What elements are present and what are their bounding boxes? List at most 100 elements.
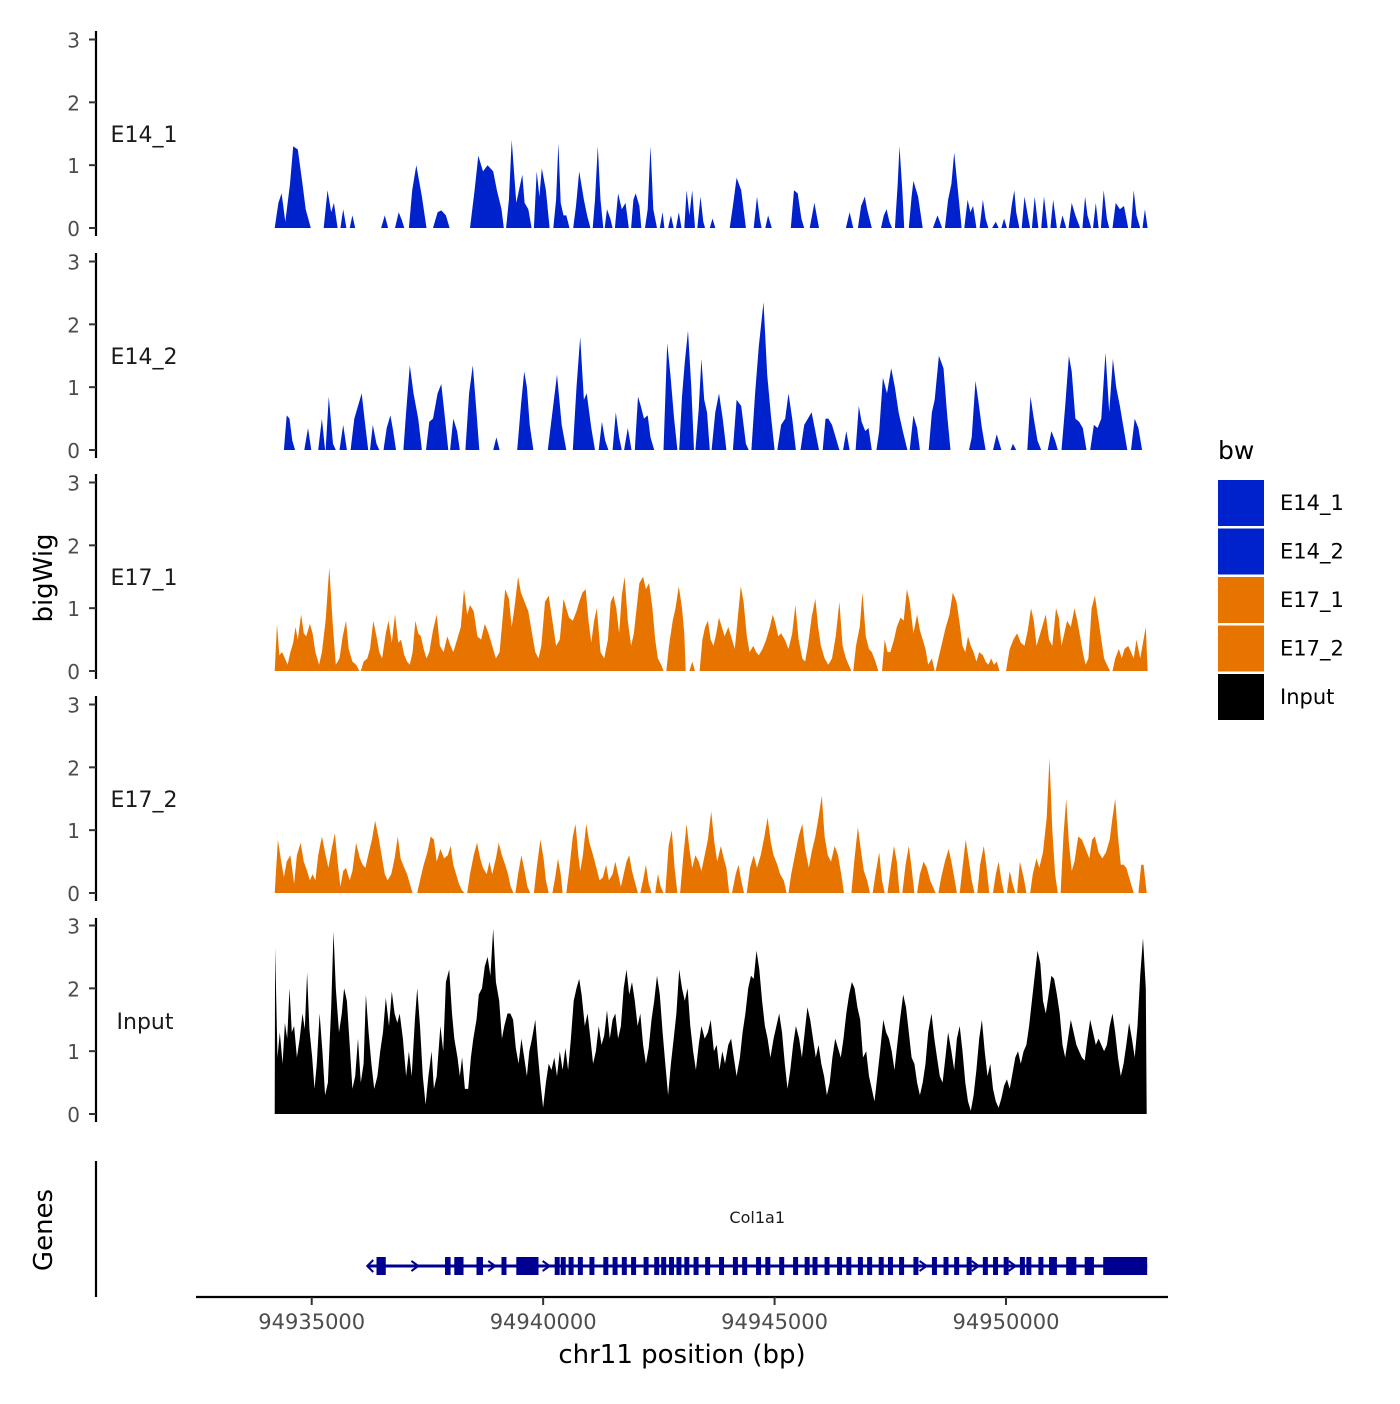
gene-exon [676,1257,682,1275]
x-tick-label: 94950000 [953,1310,1060,1334]
y-tick-label: 3 [67,251,80,275]
gene-exon [913,1257,919,1275]
gene-exon [824,1257,830,1275]
y-tick-label: 2 [67,313,80,337]
signal-area-e14-2 [283,302,1143,450]
gene-exon [1003,1257,1009,1275]
gene-exon [693,1257,699,1275]
track-e14-2: 0 1 2 3 E14_2 [67,251,1143,463]
gene-exon [846,1257,852,1275]
gene-exon [931,1257,937,1275]
gene-exon [1038,1257,1044,1275]
x-tick-label: 94935000 [258,1310,365,1334]
gene-exon [1103,1257,1148,1275]
track-label: Input [117,1010,174,1035]
gene-exon [812,1257,818,1275]
gene-exon [454,1257,464,1275]
gene-exon [654,1257,660,1275]
x-tick-label: 94945000 [721,1310,828,1334]
signal-area-e14-1 [274,140,1148,228]
legend-swatch-e14-1 [1218,480,1264,526]
gene-exon [837,1257,843,1275]
gene-exon [793,1257,799,1275]
gene-exon [516,1257,539,1275]
y-tick-label: 0 [67,882,80,906]
gene-strand-arrows [365,1259,1018,1273]
gene-exon [867,1257,873,1275]
legend-swatch-e14-2 [1218,528,1264,575]
gene-exon [554,1257,560,1275]
gene-exon [669,1257,675,1275]
gene-exon [1084,1257,1094,1275]
legend-label-e14-1: E14_1 [1280,491,1344,516]
gene-exon [719,1257,725,1275]
gene-exon [1019,1257,1025,1275]
strand-arrow [365,1259,374,1273]
gene-exon [982,1257,988,1275]
signal-area-e17-1 [274,567,1148,671]
gene-exon [589,1257,595,1275]
track-label: E17_1 [111,566,178,591]
track-e17-2: 0 1 2 3 E17_2 [67,694,1147,906]
strand-arrow [410,1260,421,1272]
y-tick-label: 3 [67,472,80,496]
track-label: E14_2 [111,345,178,370]
x-tick-label: 94940000 [490,1310,597,1334]
gene-exon [684,1257,690,1275]
gene-track: Col1a1 [94,1161,1148,1297]
gene-exon [804,1257,810,1275]
y-tick-label: 1 [67,819,80,843]
gene-exon [631,1257,637,1275]
gene-exon [765,1257,771,1275]
legend-label-e14-2: E14_2 [1280,540,1344,565]
y-tick-label: 0 [67,217,80,241]
legend-label-e17-2: E17_2 [1280,637,1344,662]
y-tick-label: 3 [67,915,80,939]
gene-exon [603,1257,609,1275]
legend-swatch-e17-2 [1218,625,1264,672]
legend: bw E14_1 E14_2 E17_1 E17_2 Input [1218,436,1344,720]
bigwig-tracks: 0 1 2 3 E14_1 0 1 2 3 E14_2 0 1 2 3 E17_1 0 1 2 3 E17_2 0 1 2 3… [67,29,1148,1127]
x-axis: 94935000 94940000 94945000 94950000 [196,1295,1168,1334]
gene-exon [887,1257,893,1275]
y-tick-label: 1 [67,376,80,400]
y-tick-label: 0 [67,1103,80,1127]
gene-exon [966,1257,972,1275]
gene-exon [756,1257,762,1275]
strand-arrow [542,1260,552,1272]
gene-exon [1049,1257,1057,1275]
gene-exon [560,1257,566,1275]
y-tick-label: 1 [67,1040,80,1064]
genes-axis-title: Genes [29,1189,59,1271]
track-label: E14_1 [111,123,178,148]
y-tick-label: 0 [67,660,80,684]
gene-exon [612,1257,618,1275]
y-tick-label: 3 [67,29,80,53]
strand-arrow [971,1260,981,1272]
gene-exon [577,1257,583,1275]
legend-label-input: Input [1280,685,1334,709]
signal-area-e17-2 [274,757,1147,893]
track-e14-1: 0 1 2 3 E14_1 [67,29,1148,241]
y-tick-label: 3 [67,694,80,718]
x-axis-title: chr11 position (bp) [558,1340,805,1370]
gene-exon [1026,1257,1032,1275]
gene-exon [1066,1257,1077,1275]
gene-exon [376,1257,386,1275]
y-tick-label: 2 [67,977,80,1001]
gene-exon [742,1257,748,1275]
gene-exon [779,1257,785,1275]
legend-title: bw [1218,436,1254,465]
signal-area-input [274,928,1147,1114]
gene-exon [621,1257,627,1275]
gene-exon [857,1257,863,1275]
y-tick-label: 2 [67,534,80,558]
track-label: E17_2 [111,788,178,813]
y-tick-label: 1 [67,597,80,621]
track-input: 0 1 2 3 Input [67,915,1147,1127]
y-tick-label: 1 [67,154,80,178]
legend-swatch-e17-1 [1218,577,1264,623]
strand-arrow [487,1260,497,1272]
gene-exon [705,1257,711,1275]
